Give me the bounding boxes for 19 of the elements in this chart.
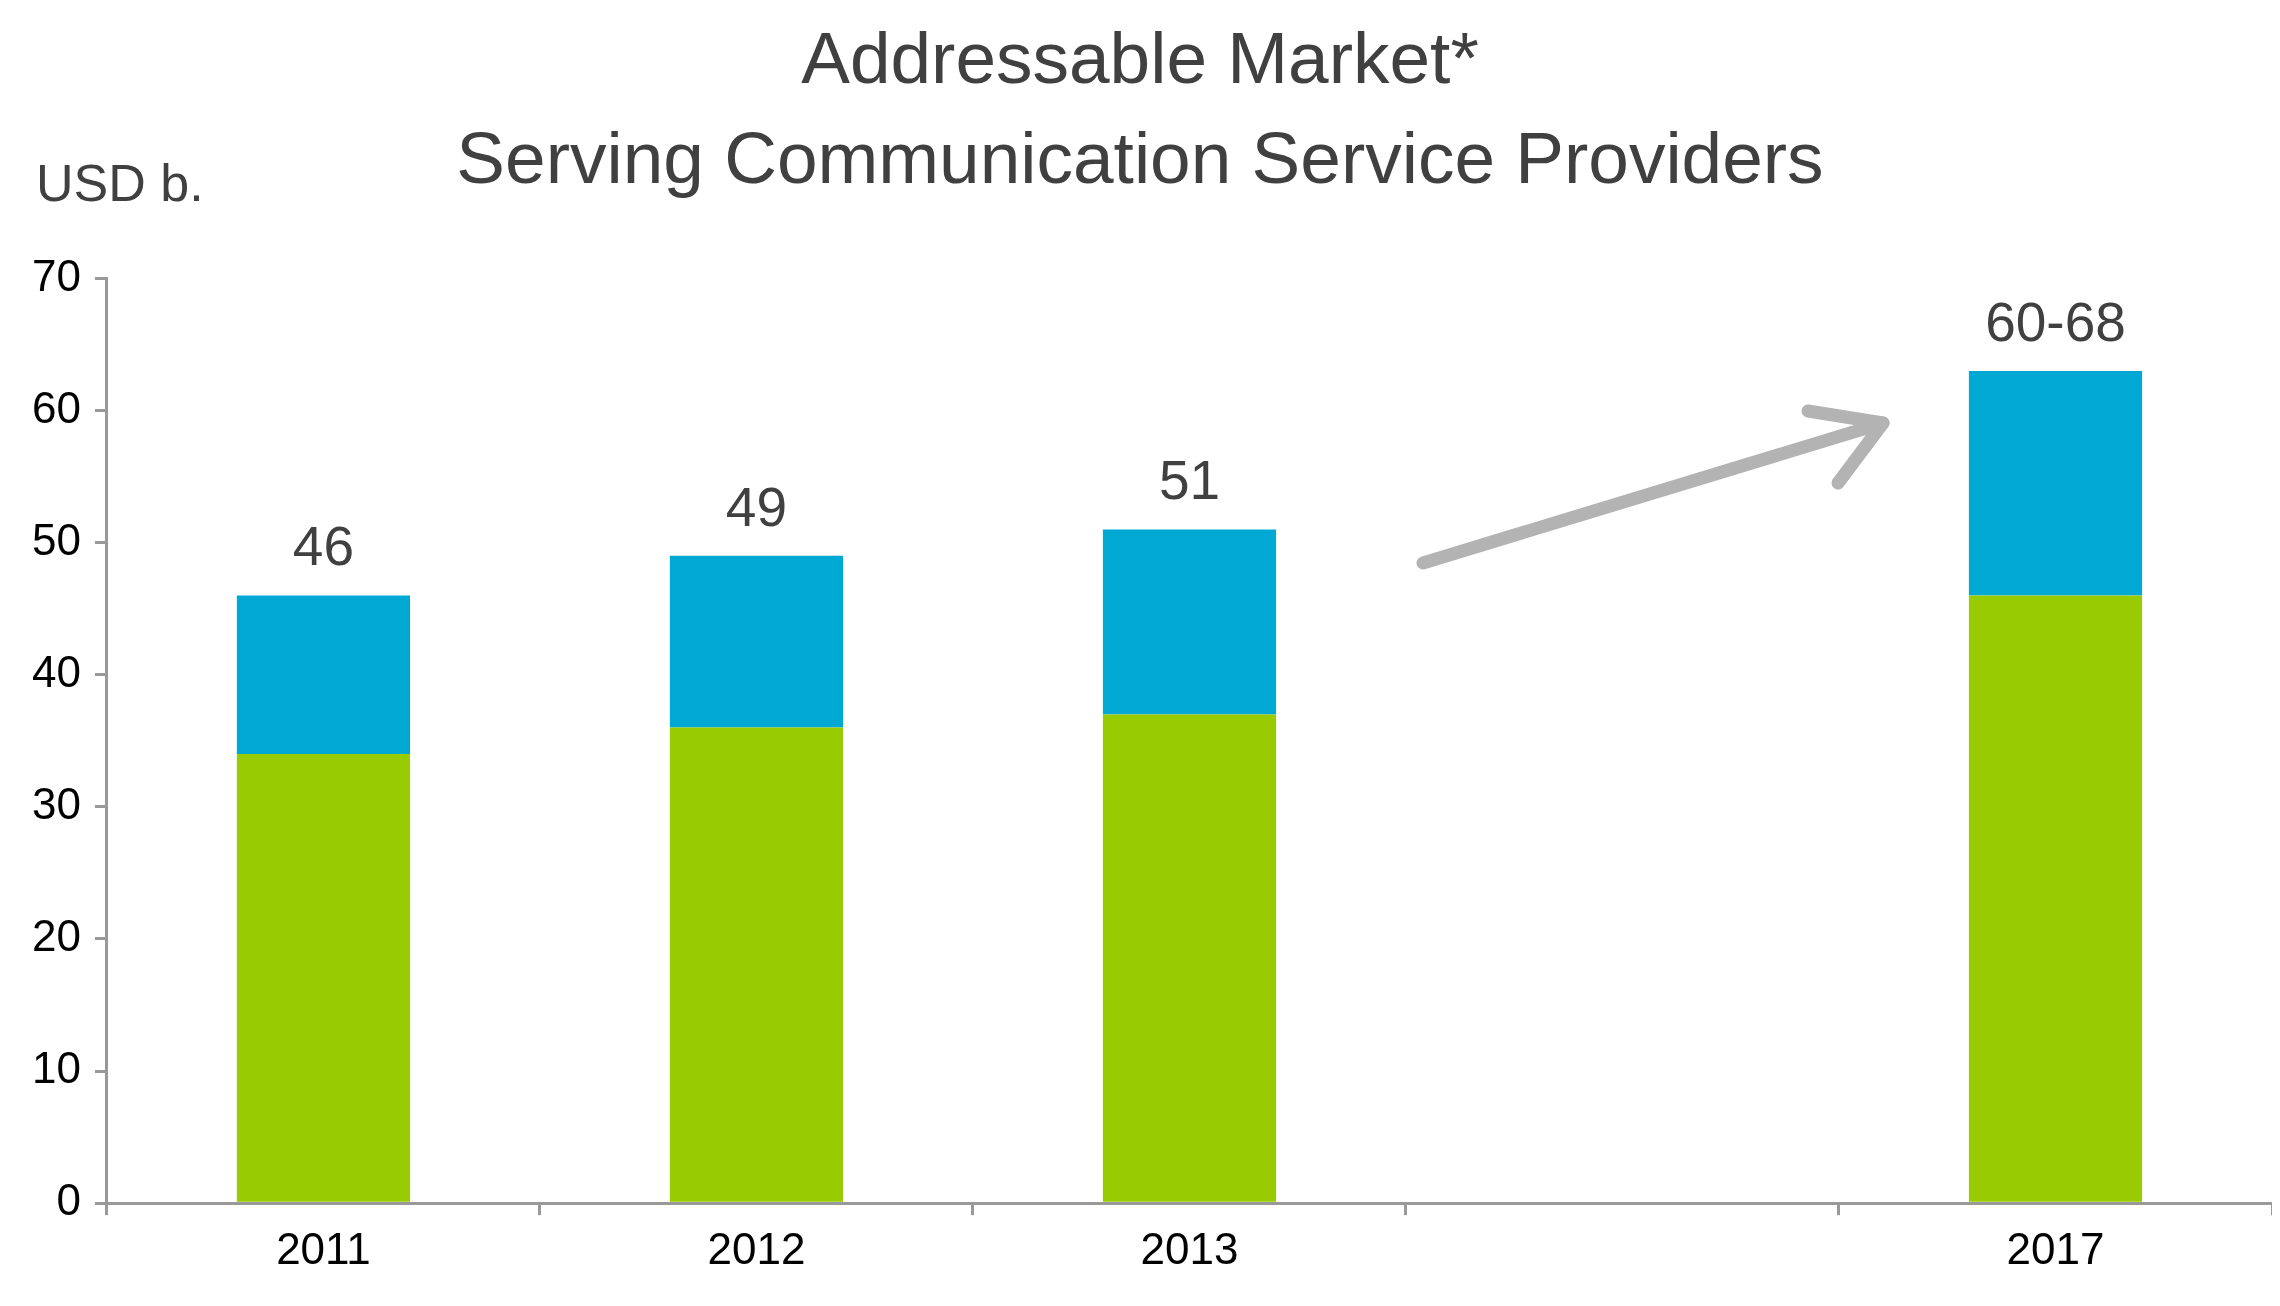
y-tick-label: 0 — [56, 1175, 81, 1225]
y-tick-label: 10 — [31, 1043, 81, 1093]
chart-subtitle: Serving Communication Service Providers — [456, 117, 1824, 198]
y-tick-label: 50 — [31, 514, 81, 564]
chart-title: Addressable Market* — [800, 16, 1480, 100]
y-axis-title: USD b. — [36, 153, 204, 213]
y-tick-label: 30 — [31, 779, 81, 828]
x-tick-label: 2017 — [2006, 1223, 2105, 1273]
y-tick-label: 40 — [31, 646, 81, 696]
total-label: 60-68 — [1985, 290, 2126, 353]
y-tick-label: 70 — [31, 250, 81, 300]
total-label: 46 — [292, 515, 355, 578]
total-label: 49 — [725, 475, 788, 538]
x-tick-label: 2013 — [1140, 1223, 1239, 1273]
y-tick-label: 20 — [31, 911, 81, 961]
x-tick-label: 2011 — [276, 1223, 371, 1273]
y-tick-label: 60 — [31, 382, 81, 432]
x-tick-label: 2012 — [707, 1223, 806, 1273]
total-label: 51 — [1158, 449, 1221, 512]
